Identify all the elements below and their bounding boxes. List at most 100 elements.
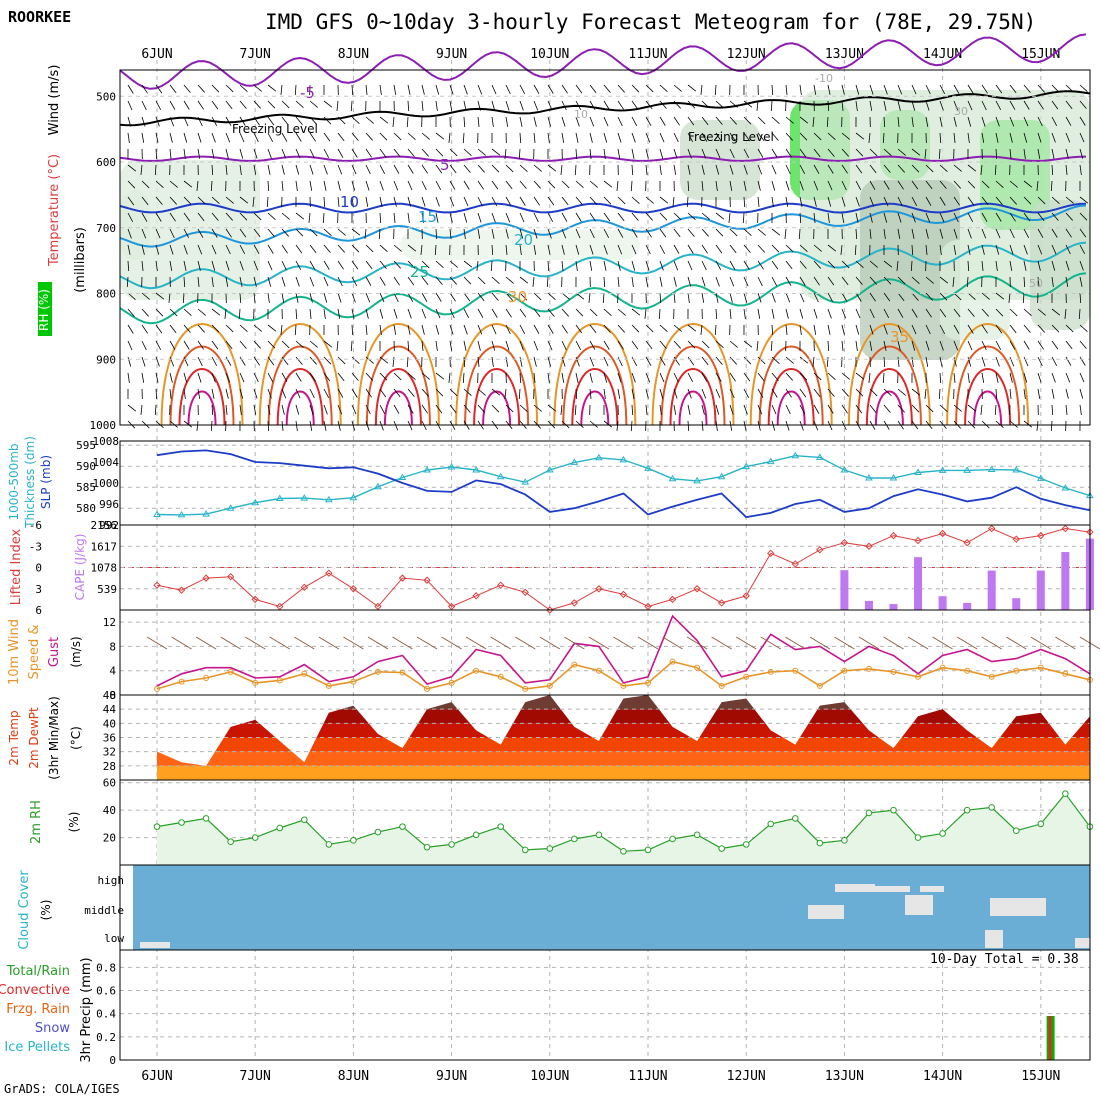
wind10m-barb <box>220 636 241 650</box>
thickness-point <box>324 495 333 503</box>
wind10m-barb <box>539 636 561 650</box>
wind-barb <box>547 100 553 111</box>
wind-barb <box>799 404 806 415</box>
wind-barb <box>952 276 955 287</box>
wind-barb <box>939 212 945 223</box>
wind-barb <box>1009 212 1016 222</box>
wind-barb <box>729 308 732 319</box>
wind-barb <box>1079 84 1088 92</box>
credit-text: GrADS: COLA/IGES <box>4 1082 120 1096</box>
wind-barb <box>1023 244 1028 255</box>
wind-barb <box>813 420 819 431</box>
wind-barb <box>547 308 555 317</box>
wind-speed-point <box>841 667 848 674</box>
wind-barb <box>1023 148 1026 159</box>
wind-barb <box>967 324 974 334</box>
wind-barb <box>477 116 480 127</box>
wind-barb <box>561 244 565 255</box>
wind-speed-point <box>767 668 774 675</box>
wind-barb <box>715 244 723 254</box>
wind-barb <box>561 84 568 94</box>
wind-barb <box>588 292 591 303</box>
wind-barb <box>715 388 721 399</box>
wind-barb <box>197 308 206 316</box>
thickness-point <box>987 465 996 473</box>
temp-band <box>157 751 1090 766</box>
wind-barb <box>617 308 626 316</box>
wind-barb <box>267 84 277 92</box>
wind-barb <box>196 420 199 431</box>
wind-barb <box>155 228 161 239</box>
wind-barb <box>1079 228 1087 238</box>
wind-barb <box>351 196 354 207</box>
wind-barb <box>1023 132 1028 143</box>
wind-barb <box>127 260 130 272</box>
wind-barb <box>673 372 679 383</box>
wind-barb <box>855 372 865 380</box>
wind-barb <box>547 324 554 334</box>
wind-barb <box>995 324 1003 334</box>
wind-barb <box>617 84 625 93</box>
wind-barb <box>365 324 368 335</box>
wind-barb <box>547 228 552 239</box>
thickness-point <box>423 466 431 473</box>
lifted-index-point <box>742 592 750 600</box>
lifted-index-point <box>177 586 186 594</box>
wind-barb <box>421 292 428 302</box>
cape-bar <box>840 570 849 610</box>
thickness-point <box>889 473 898 481</box>
wind-barb <box>239 116 246 126</box>
wind-barb <box>687 84 697 92</box>
wind-barb <box>491 180 499 190</box>
wind-barb <box>407 148 415 157</box>
precip-panel <box>119 949 1091 1061</box>
date-label-top: 14JUN <box>923 47 962 62</box>
lifted-index-point <box>1061 524 1070 533</box>
wind-barb <box>1065 356 1072 366</box>
cloud-unit-label: (%) <box>39 900 53 921</box>
wind-barb <box>337 260 344 270</box>
wind-barb <box>309 148 315 159</box>
wind-barb <box>225 340 233 350</box>
wind-barb <box>127 180 136 189</box>
wind-barb <box>267 372 274 383</box>
wind-barb <box>127 340 133 351</box>
wind-barb <box>883 324 888 335</box>
wind-barb <box>659 324 668 332</box>
wind-barb <box>715 132 722 142</box>
wind-barb <box>561 324 568 334</box>
wind-barb <box>365 164 371 175</box>
wind-barb <box>616 180 619 191</box>
warm-contour <box>955 345 1021 426</box>
rh-point <box>816 839 824 847</box>
wind-barb <box>729 244 737 254</box>
wind-barb <box>239 100 247 109</box>
wind10m-barb <box>662 636 683 650</box>
wind-barb <box>827 164 834 174</box>
wind-barb <box>239 260 244 271</box>
rh-point <box>767 820 775 828</box>
wind-barb <box>813 308 818 319</box>
wind-barb <box>967 372 970 383</box>
wind-tick: 8 <box>109 640 116 653</box>
wind-barb <box>561 116 566 127</box>
wind-barb <box>799 372 808 381</box>
wind-barb <box>883 260 893 268</box>
wind-barb <box>743 420 747 431</box>
wind10m-barb <box>686 636 708 650</box>
wind-barb <box>183 212 191 222</box>
wind-barb <box>827 292 834 303</box>
wind-barb <box>995 180 1004 188</box>
wind-barb <box>785 116 794 124</box>
wind-barb <box>239 212 248 221</box>
wind-barb <box>169 308 178 317</box>
wind-barb <box>812 116 815 127</box>
thickness-point <box>447 463 456 470</box>
wind-barb <box>309 244 317 254</box>
precip-legend-item: Convective <box>0 983 70 998</box>
rh2m-unit-label: (%) <box>67 812 81 833</box>
rh-point <box>472 831 480 839</box>
rh-tick: 40 <box>103 804 116 817</box>
wind-barb <box>533 84 540 94</box>
wind-barb <box>855 324 860 335</box>
